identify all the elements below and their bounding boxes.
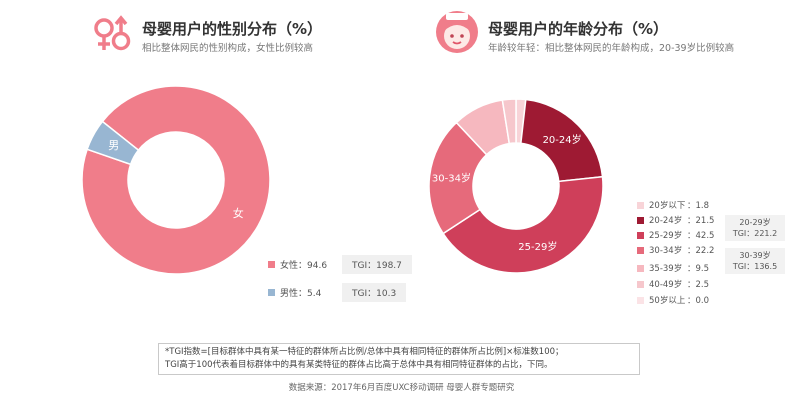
legend-item-male: 男性：5.4 TGI：10.3 — [268, 283, 407, 302]
legend-item-female: 女性：94.6 TGI：198.7 — [268, 255, 412, 274]
age-chart-subtitle: 年龄较年轻：相比整体网民的年龄构成，20-39岁比例较高 — [488, 43, 735, 54]
tgi-value: TGI：10.3 — [342, 283, 407, 302]
age-donut-chart: 20-24岁 25-29岁 30-34岁 — [428, 98, 604, 274]
legend-label: 20岁以下 — [649, 201, 686, 211]
gender-icon — [92, 14, 134, 56]
age-swatch — [637, 201, 644, 209]
age-chart-title: 母婴用户的年龄分布（%） — [488, 20, 669, 38]
female-swatch — [268, 261, 275, 268]
legend-label: 40-49岁 — [649, 280, 683, 290]
slice-label-20-24: 20-24岁 — [543, 133, 582, 146]
legend-item-age: 20-24岁 ：21.5 — [637, 214, 717, 226]
legend-label: 25-29岁 — [649, 231, 683, 241]
male-swatch — [268, 289, 275, 296]
legend-value: ：2.5 — [687, 280, 710, 290]
legend-label: 35-39岁 — [649, 264, 683, 274]
tgi-card-range: 30-39岁 — [739, 251, 771, 260]
tgi-footnote: *TGI指数=[目标群体中具有某一特征的群体所占比例/总体中具有相同特征的群体所… — [158, 343, 640, 375]
legend-label: 男性：5.4 — [280, 289, 322, 299]
slice-label-female: 女 — [233, 206, 244, 220]
age-swatch — [637, 264, 644, 272]
legend-value: ：21.5 — [687, 216, 715, 226]
footnote-line: *TGI指数=[目标群体中具有某一特征的群体所占比例/总体中具有相同特征的群体所… — [165, 347, 564, 357]
slice-female — [81, 85, 271, 275]
age-swatch — [637, 280, 644, 288]
gender-donut-chart: 女男 — [81, 85, 271, 275]
legend-label: 20-24岁 — [649, 216, 683, 226]
tgi-card-range: 20-29岁 — [739, 218, 771, 227]
age-swatch — [637, 216, 644, 224]
legend-item-age: 30-34岁 ：22.2 — [637, 244, 717, 256]
legend-item-age: 40-49岁 ：2.5 — [637, 278, 717, 290]
legend-value: ：0.0 — [687, 296, 710, 306]
legend-value: ：42.5 — [687, 231, 715, 241]
legend-label: 50岁以上 — [649, 296, 686, 306]
slice-label-30-34: 30-34岁 — [432, 171, 471, 184]
slice-25-29 — [442, 175, 604, 274]
tgi-card-30-39: 30-39岁 TGI：136.5 — [725, 248, 785, 274]
legend-value: ：9.5 — [687, 264, 710, 274]
legend-item-age: 20岁以下 ：1.8 — [637, 199, 717, 211]
slice-label-25-29: 25-29岁 — [518, 240, 557, 253]
age-swatch — [637, 296, 644, 304]
tgi-card-20-29: 20-29岁 TGI：221.2 — [725, 215, 785, 241]
age-swatch — [637, 231, 644, 239]
legend-value: ：1.8 — [687, 201, 710, 211]
legend-label: 30-34岁 — [649, 246, 683, 256]
age-swatch — [637, 246, 644, 254]
tgi-card-value: TGI：221.2 — [732, 229, 778, 238]
legend-item-age: 35-39岁 ：9.5 — [637, 262, 717, 274]
slice-label-male: 男 — [108, 139, 119, 152]
slice-20-24 — [520, 98, 604, 183]
data-source: 数据来源：2017年6月百度UXC移动调研 母婴人群专题研究 — [288, 383, 515, 393]
slice-male — [86, 120, 140, 166]
legend-value: ：22.2 — [687, 246, 715, 256]
slice-40-49 — [501, 98, 517, 145]
gender-chart-title: 母婴用户的性别分布（%） — [142, 20, 323, 38]
tgi-card-value: TGI：136.5 — [732, 262, 778, 271]
slice-30-34 — [428, 121, 488, 235]
tgi-value: TGI：198.7 — [342, 255, 412, 274]
legend-label: 女性：94.6 — [280, 261, 328, 271]
woman-face-icon — [434, 9, 480, 55]
legend-item-age: 25-29岁 ：42.5 — [637, 229, 717, 241]
gender-chart-subtitle: 相比整体网民的性别构成，女性比例较高 — [142, 43, 314, 54]
footnote-line: TGI高于100代表着目标群体中的具有某类特征的群体占比高于总体中具有相同特征群… — [165, 360, 553, 370]
legend-item-age: 50岁以上 ：0.0 — [637, 294, 717, 306]
